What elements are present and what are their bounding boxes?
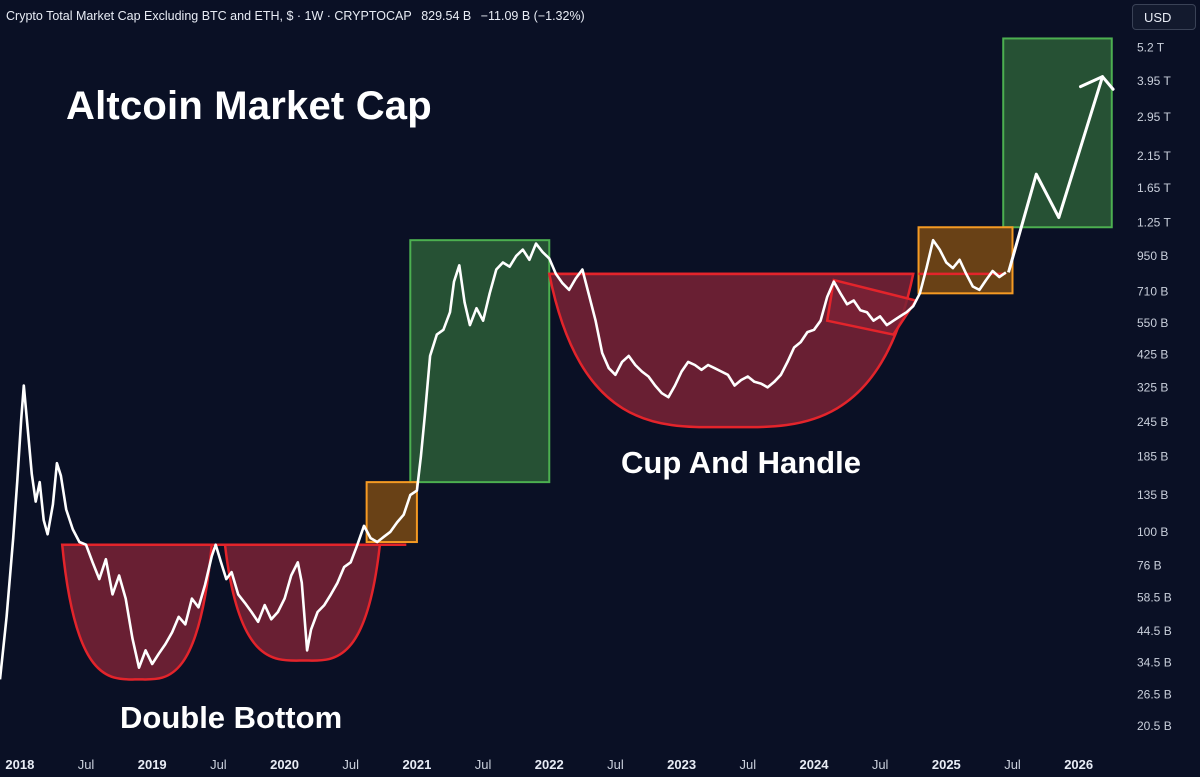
y-tick-label: 58.5 B bbox=[1137, 591, 1172, 605]
price-line-layer bbox=[0, 75, 1115, 680]
y-tick-label: 26.5 B bbox=[1137, 688, 1172, 702]
breakout-box-2 bbox=[917, 226, 1014, 295]
chart-title: Altcoin Market Cap bbox=[66, 84, 432, 128]
projection-line bbox=[1007, 76, 1104, 273]
projection-arrowhead bbox=[1101, 75, 1115, 91]
currency-button[interactable]: USD bbox=[1132, 4, 1196, 30]
double-bottom-label: Double Bottom bbox=[120, 700, 343, 735]
x-tick-label: Jul bbox=[739, 757, 756, 772]
x-tick-label: Jul bbox=[1004, 757, 1021, 772]
x-tick-label: Jul bbox=[342, 757, 359, 772]
y-tick-label: 34.5 B bbox=[1137, 655, 1172, 669]
y-tick-label: 550 B bbox=[1137, 316, 1168, 330]
x-tick-label: 2021 bbox=[402, 757, 431, 772]
price-change: −11.09 B (−1.32%) bbox=[480, 9, 585, 23]
pattern-overlays bbox=[60, 37, 1113, 681]
y-tick-label: 185 B bbox=[1137, 449, 1168, 463]
y-tick-label: 325 B bbox=[1137, 380, 1168, 394]
x-tick-label: Jul bbox=[210, 757, 227, 772]
x-tick-label: 2019 bbox=[138, 757, 167, 772]
x-tick-label: Jul bbox=[78, 757, 95, 772]
y-axis: 5.2 T 3.95 T 2.95 T 2.15 T 1.65 T 1.25 T 950 B… bbox=[1137, 41, 1172, 734]
x-tick-label: 2018 bbox=[5, 757, 34, 772]
y-tick-label: 5.2 T bbox=[1137, 41, 1165, 55]
x-tick-label: Jul bbox=[475, 757, 492, 772]
breakout-box-1 bbox=[365, 481, 418, 544]
y-tick-label: 44.5 B bbox=[1137, 624, 1172, 638]
x-tick-label: Jul bbox=[607, 757, 624, 772]
y-tick-label: 100 B bbox=[1137, 525, 1168, 539]
x-tick-label: Jul bbox=[872, 757, 889, 772]
y-tick-label: 950 B bbox=[1137, 249, 1168, 263]
x-tick-label: 2020 bbox=[270, 757, 299, 772]
y-tick-label: 20.5 B bbox=[1137, 719, 1172, 733]
target-box-2 bbox=[1002, 37, 1113, 229]
y-tick-label: 710 B bbox=[1137, 285, 1168, 299]
x-tick-label: 2026 bbox=[1064, 757, 1093, 772]
x-axis: 2018 Jul 2019 Jul 2020 Jul 2021 Jul 2022 Jul 2023 J… bbox=[5, 757, 1093, 772]
last-price: 829.54 B bbox=[421, 9, 472, 23]
cup-and-handle-label: Cup And Handle bbox=[621, 445, 861, 480]
y-tick-label: 2.15 T bbox=[1137, 149, 1171, 163]
x-tick-label: 2023 bbox=[667, 757, 696, 772]
y-tick-label: 76 B bbox=[1137, 558, 1162, 572]
y-tick-label: 1.65 T bbox=[1137, 181, 1171, 195]
y-tick-label: 425 B bbox=[1137, 347, 1168, 361]
x-tick-label: 2024 bbox=[800, 757, 830, 772]
x-tick-label: 2025 bbox=[932, 757, 961, 772]
y-tick-label: 1.25 T bbox=[1137, 215, 1171, 229]
projection-arrowhead-left bbox=[1079, 75, 1104, 89]
chart-header: Crypto Total Market Cap Excluding BTC an… bbox=[6, 9, 591, 23]
y-tick-label: 2.95 T bbox=[1137, 110, 1171, 124]
symbol-description: Crypto Total Market Cap Excluding BTC an… bbox=[6, 9, 412, 23]
y-tick-label: 135 B bbox=[1137, 488, 1168, 502]
y-tick-label: 3.95 T bbox=[1137, 74, 1171, 88]
x-tick-label: 2022 bbox=[535, 757, 564, 772]
y-tick-label: 245 B bbox=[1137, 415, 1168, 429]
target-box-1 bbox=[409, 239, 551, 484]
price-line bbox=[0, 238, 1007, 680]
